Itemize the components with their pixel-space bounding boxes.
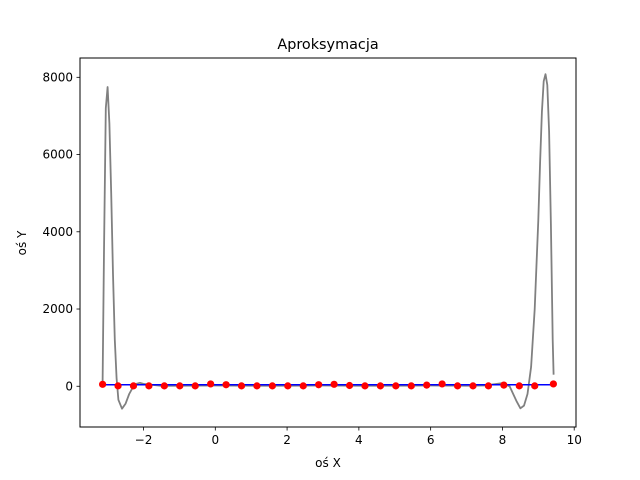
- y-tick-label: 0: [65, 379, 73, 393]
- y-axis-label: oś Y: [15, 230, 29, 255]
- y-tick-label: 6000: [42, 148, 73, 162]
- data-point: [330, 380, 338, 388]
- x-tick-label: 4: [355, 433, 363, 447]
- data-point: [469, 382, 477, 390]
- series-line-approximation: [101, 73, 555, 410]
- data-point: [345, 381, 354, 390]
- y-tick-label: 4000: [42, 225, 73, 239]
- data-point: [423, 381, 431, 389]
- x-tick-label: −2: [135, 433, 153, 447]
- data-point: [207, 380, 215, 388]
- axes-frame: [79, 57, 577, 428]
- data-point: [392, 382, 400, 390]
- data-point: [453, 382, 462, 390]
- data-point: [191, 382, 199, 390]
- x-tick-label: 6: [427, 433, 435, 447]
- data-point: [284, 382, 292, 390]
- data-point: [176, 382, 184, 390]
- data-point: [253, 382, 261, 390]
- data-point: [315, 381, 323, 389]
- x-axis-label: oś X: [315, 456, 341, 470]
- chart-title: Aproksymacja: [277, 37, 378, 53]
- y-axis: 0 2000 4000 6000 8000: [42, 70, 80, 393]
- data-point: [438, 380, 446, 388]
- x-tick-label: 0: [211, 433, 219, 447]
- data-point: [515, 382, 523, 390]
- data-point: [500, 381, 508, 389]
- y-tick-label: 2000: [42, 302, 73, 316]
- data-point: [237, 382, 246, 390]
- data-point: [222, 381, 230, 389]
- data-point: [299, 382, 307, 390]
- data-point: [145, 382, 153, 390]
- data-point: [129, 382, 138, 390]
- data-point: [268, 382, 276, 390]
- data-point: [376, 382, 384, 390]
- x-axis: −2 0 2 4 6 8 10: [135, 427, 582, 447]
- data-point: [407, 382, 415, 390]
- data-point: [484, 382, 493, 390]
- x-tick-label: 2: [283, 433, 291, 447]
- data-point: [361, 382, 369, 390]
- x-tick-label: 10: [567, 433, 582, 447]
- data-point: [531, 382, 539, 390]
- data-point: [549, 380, 557, 388]
- data-point: [99, 380, 107, 388]
- y-tick-label: 8000: [42, 70, 73, 84]
- data-point: [114, 382, 122, 390]
- x-tick-label: 8: [499, 433, 507, 447]
- data-point: [160, 382, 168, 390]
